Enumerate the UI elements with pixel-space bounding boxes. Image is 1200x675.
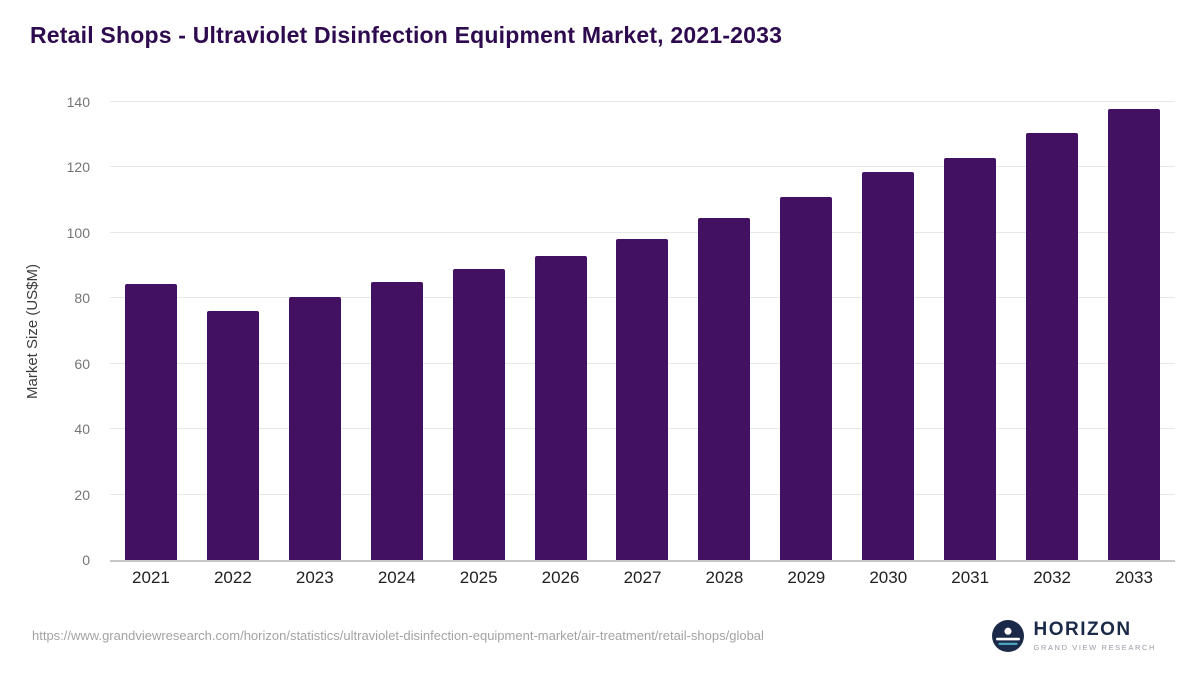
bar-2033 [1108,108,1161,560]
bar-slot [765,102,847,560]
horizon-logo: HORIZON GRAND VIEW RESEARCH [991,619,1157,652]
horizon-logo-icon [991,620,1024,652]
x-tick-label: 2027 [623,568,662,587]
bar-2026 [534,255,587,560]
bar-2031 [944,157,997,560]
bar-2023 [288,296,341,560]
logo-name: HORIZON [1033,619,1132,641]
plot-area [110,101,1175,562]
bar-slot [602,102,684,560]
bar-slot [683,102,765,560]
bar-slot [274,102,356,560]
x-tick-label: 2024 [377,568,416,587]
bar-2030 [862,172,915,560]
x-tick-label: 2029 [787,568,826,587]
bar-2029 [780,196,833,560]
bar-2028 [698,218,751,560]
bar-slot [356,102,438,560]
y-axis-tick-labels: 0 20 40 60 80 100 120 140 [0,94,100,568]
bar-slot [847,102,929,560]
y-tick-label: 40 [74,421,90,438]
bar-slot [1011,102,1093,560]
bar-slot [929,102,1011,560]
gridline [110,101,1175,102]
x-tick-label: 2028 [705,568,744,587]
logo-subtitle: GRAND VIEW RESEARCH [1033,642,1156,652]
bar-2021 [124,283,177,560]
bar-slot [110,102,192,560]
source-url: https://www.grandviewresearch.com/horizo… [32,628,764,643]
x-tick-label: 2022 [213,568,252,587]
bar-slot [192,102,274,560]
bar-slot [520,102,602,560]
x-tick-label: 2021 [132,568,170,587]
y-tick-label: 20 [74,486,90,503]
x-tick-label: 2033 [1115,568,1153,587]
gridline [110,231,1175,233]
bar-slot [1093,102,1175,560]
x-tick-label: 2032 [1033,568,1072,587]
bar-2027 [616,239,669,560]
bar-slot [438,102,520,560]
x-tick-label: 2031 [951,568,990,587]
bar-2024 [370,281,423,560]
x-tick-label: 2023 [295,568,334,587]
bar-2032 [1026,133,1079,560]
x-tick-label: 2030 [869,568,908,587]
x-axis-tick-labels: 2021 2022 2023 2024 2025 2026 2027 2028 2029 2030… [110,568,1175,588]
bar-series [110,102,1175,560]
x-tick-label: 2025 [459,568,498,587]
y-tick-label: 100 [66,224,90,241]
y-tick-label: 140 [66,94,90,110]
gridline [110,166,1175,168]
bar-2025 [452,268,505,560]
y-tick-label: 0 [82,552,90,568]
y-tick-label: 80 [74,290,90,307]
y-tick-label: 120 [66,159,90,176]
chart-title: Retail Shops - Ultraviolet Disinfection … [30,22,783,48]
bar-2022 [206,311,259,560]
horizon-logo-text: HORIZON GRAND VIEW RESEARCH [1033,619,1157,652]
y-tick-label: 60 [74,355,90,372]
x-tick-label: 2026 [541,568,580,587]
